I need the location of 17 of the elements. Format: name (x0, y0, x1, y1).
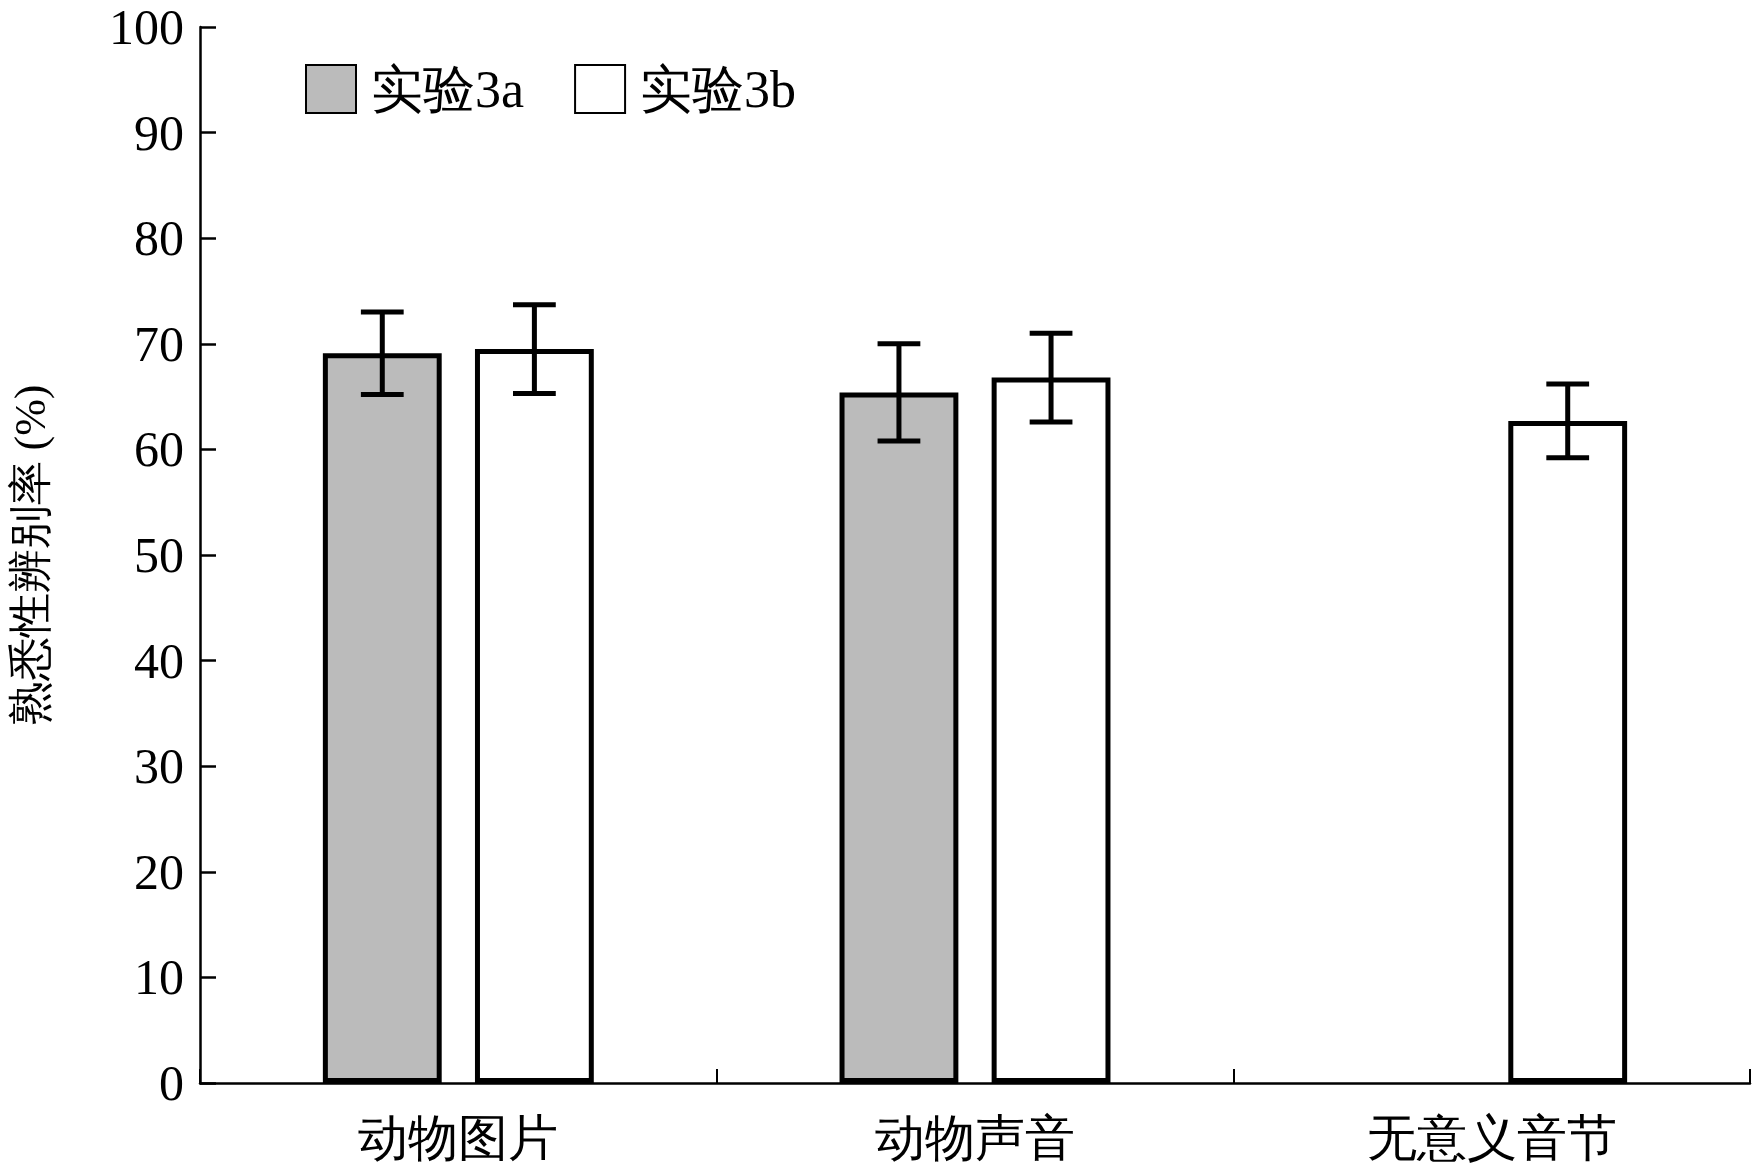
y-tick-label: 40 (134, 632, 184, 689)
y-tick-label: 20 (134, 843, 184, 900)
y-tick-label: 80 (134, 210, 184, 267)
y-tick-label: 100 (109, 0, 184, 55)
legend-label: 实验3a (371, 60, 525, 118)
y-axis-title: 熟悉性辨别率 (%) (5, 384, 55, 726)
y-tick-label: 30 (134, 738, 184, 795)
y-tick-label: 50 (134, 527, 184, 583)
x-tick-label: 动物声音 (875, 1110, 1075, 1166)
y-tick-label: 0 (159, 1055, 184, 1111)
y-tick-label: 10 (134, 949, 184, 1006)
x-tick-label: 无意义音节 (1366, 1110, 1617, 1166)
y-tick-label: 70 (134, 315, 184, 372)
y-tick-label: 90 (134, 104, 184, 161)
y-tick-label: 60 (134, 421, 184, 478)
x-tick-label: 动物图片 (358, 1110, 559, 1166)
legend-label: 实验3b (640, 60, 797, 118)
